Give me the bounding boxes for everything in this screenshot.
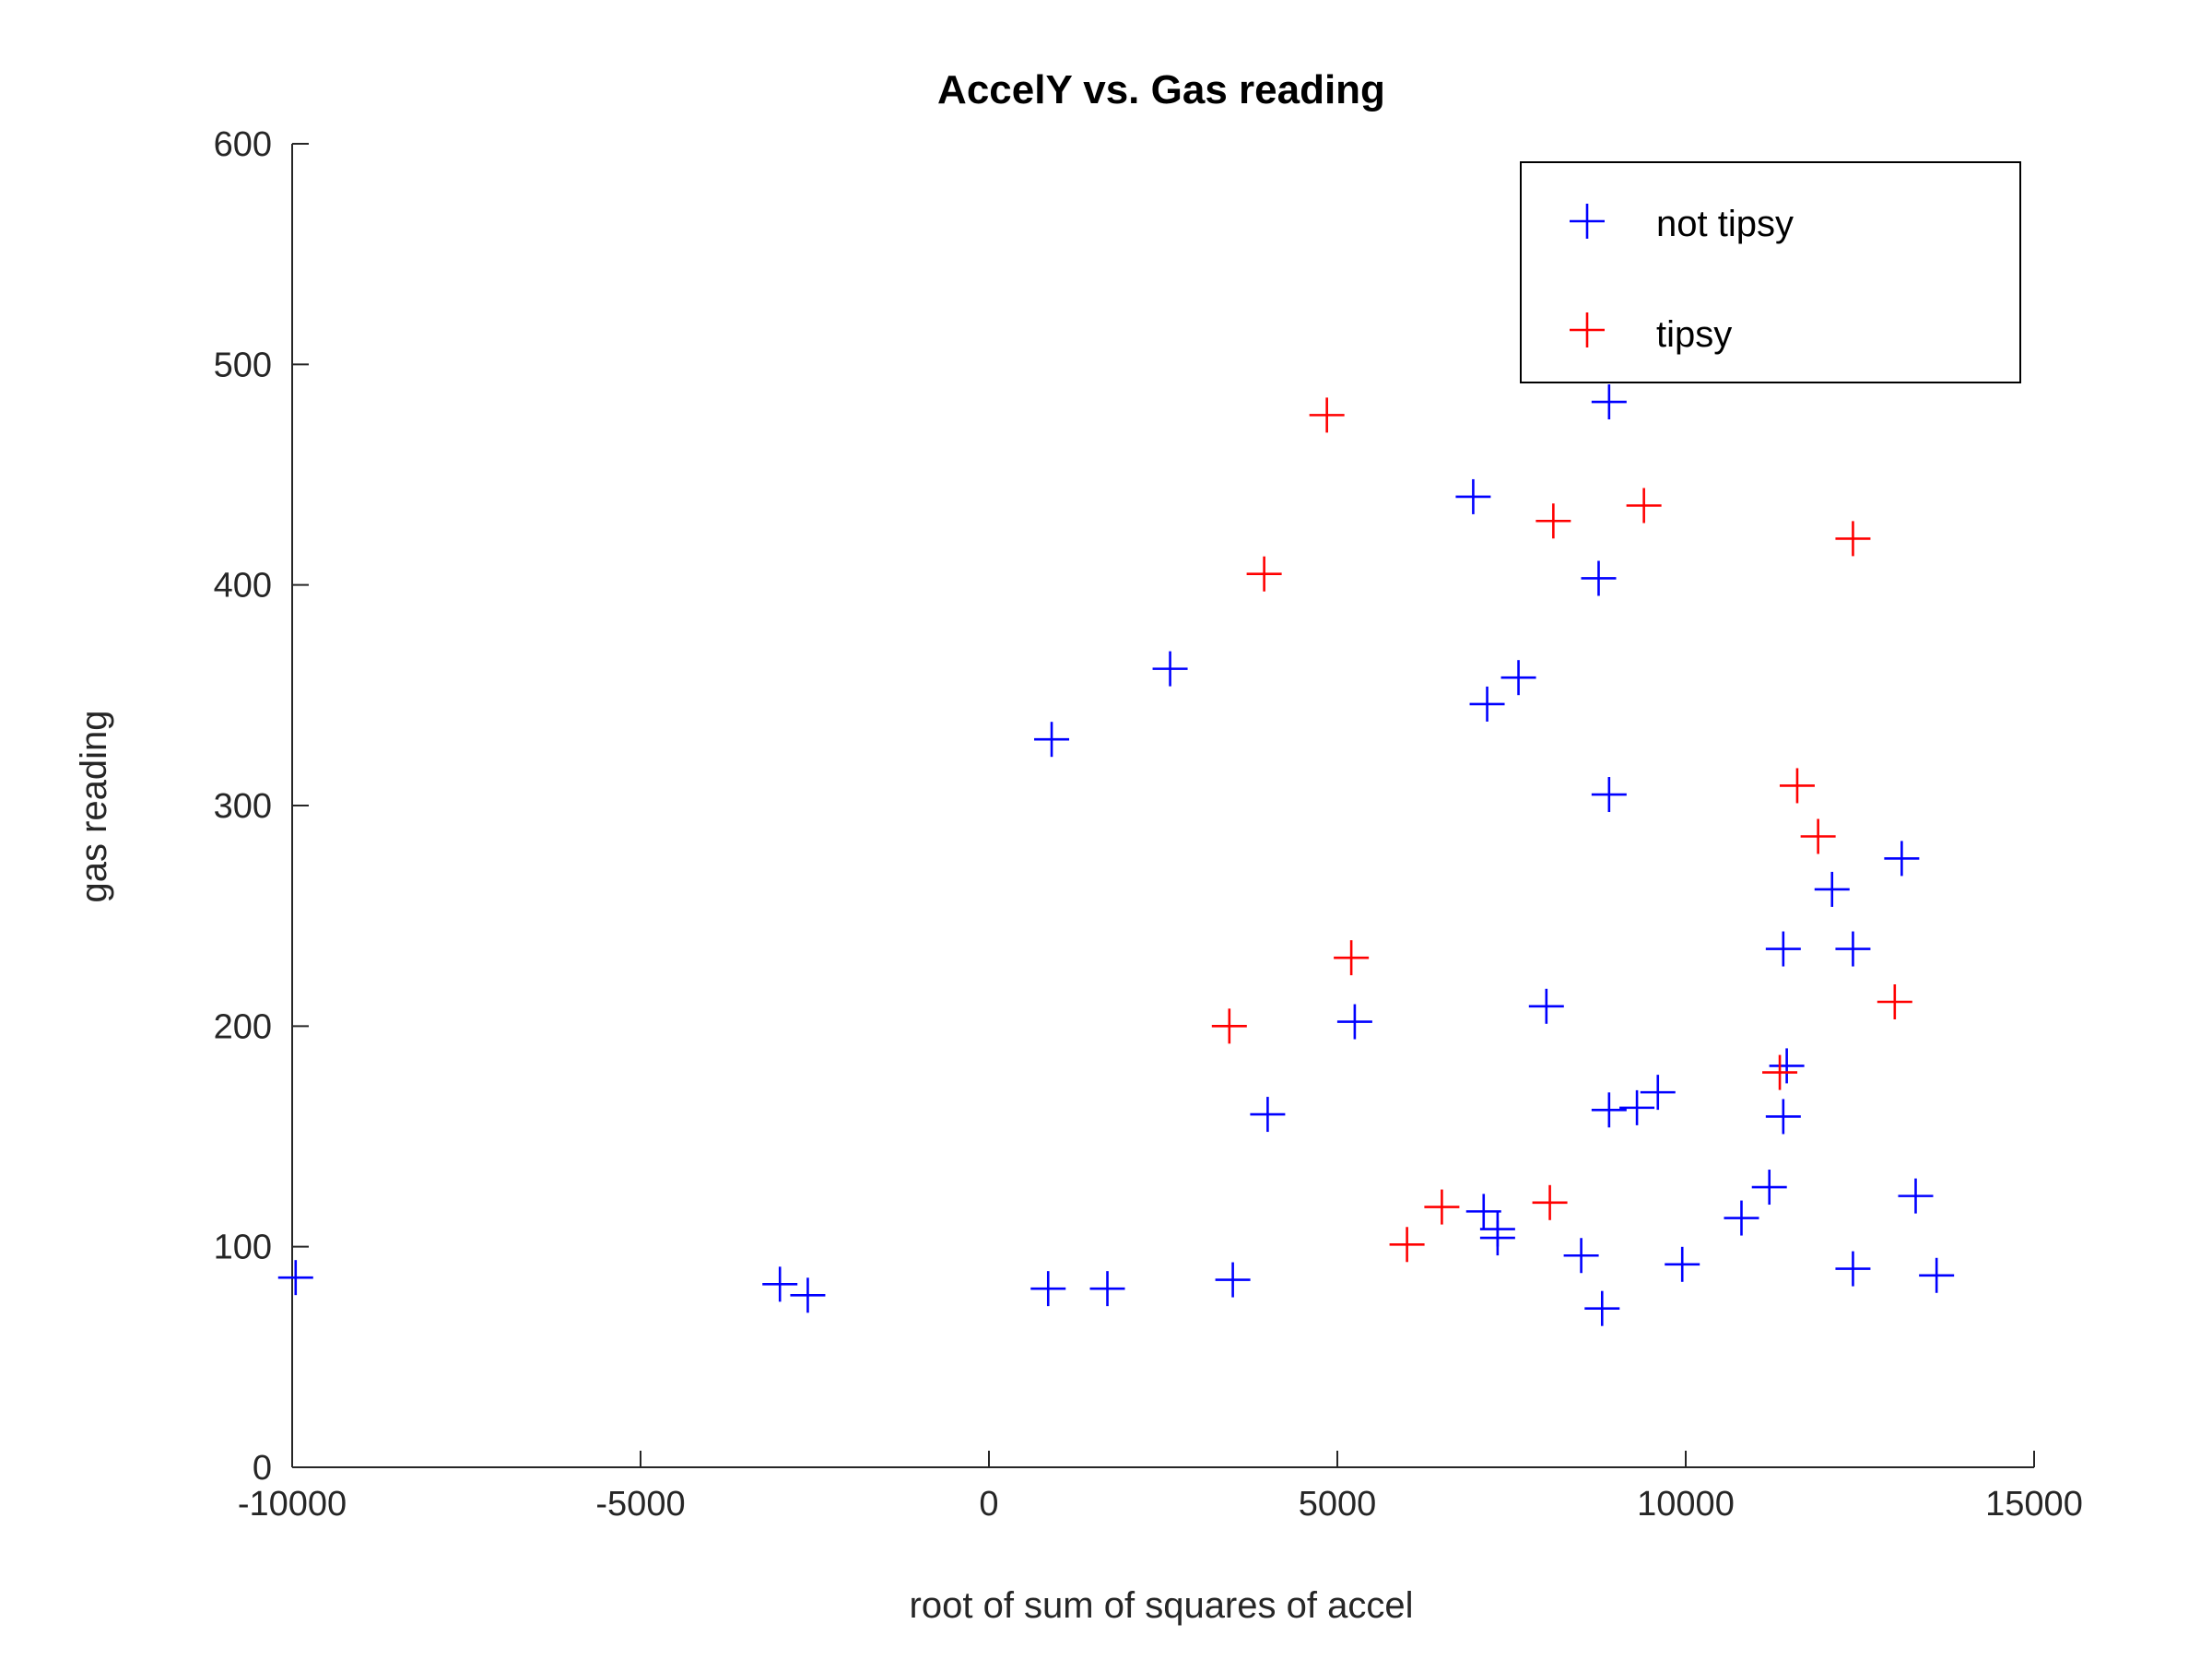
data-point-not-tipsy (1769, 1048, 1805, 1084)
data-point-not-tipsy (1835, 931, 1871, 967)
legend-label-not-tipsy: not tipsy (1656, 204, 1794, 244)
data-point-not-tipsy (1034, 722, 1070, 758)
legend-plus-icon (1570, 204, 1605, 239)
data-point-tipsy (1424, 1189, 1460, 1225)
x-tick-label: 15000 (1985, 1485, 2083, 1524)
data-point-tipsy (1762, 1054, 1798, 1090)
y-tick-label: 600 (214, 125, 272, 164)
y-tick-label: 200 (214, 1007, 272, 1046)
data-point-tipsy (1246, 556, 1282, 592)
y-tick-label: 100 (214, 1229, 272, 1267)
data-point-not-tipsy (1665, 1246, 1700, 1282)
data-point-tipsy (1626, 488, 1662, 524)
data-point-not-tipsy (1581, 560, 1617, 596)
data-point-tipsy (1389, 1227, 1425, 1263)
legend-label-tipsy: tipsy (1656, 314, 1732, 355)
data-point-not-tipsy (1591, 1092, 1627, 1128)
x-tick-label: 5000 (1299, 1485, 1377, 1524)
data-point-not-tipsy (1591, 384, 1627, 420)
data-point-not-tipsy (1479, 1211, 1515, 1247)
y-axis-label: gas reading (74, 710, 114, 902)
data-point-not-tipsy (1584, 1290, 1620, 1326)
data-point-not-tipsy (1336, 1004, 1372, 1040)
data-point-tipsy (1532, 1184, 1568, 1220)
data-point-not-tipsy (1469, 686, 1505, 722)
data-point-not-tipsy (1640, 1075, 1676, 1111)
legend: not tipsy tipsy (1520, 161, 2021, 383)
data-point-not-tipsy (790, 1277, 826, 1313)
data-point-not-tipsy (1619, 1089, 1655, 1125)
y-tick-label: 400 (214, 567, 272, 606)
series-not-tipsy (277, 384, 1955, 1326)
x-axis: -10000 -5000 0 5000 10000 15000 (238, 1451, 2083, 1524)
data-point-not-tipsy (1751, 1170, 1787, 1206)
y-tick-label: 300 (214, 787, 272, 826)
data-point-not-tipsy (1765, 931, 1801, 967)
data-point-not-tipsy (1835, 1251, 1871, 1287)
legend-box (1520, 161, 2021, 383)
data-point-tipsy (1211, 1008, 1247, 1044)
data-point-not-tipsy (1919, 1257, 1955, 1293)
legend-marker-not-tipsy (1570, 204, 1605, 239)
data-point-not-tipsy (1500, 660, 1536, 696)
data-point-not-tipsy (1724, 1200, 1759, 1236)
x-tick-label: 0 (979, 1485, 998, 1524)
data-point-tipsy (1779, 768, 1815, 804)
data-point-not-tipsy (1465, 1194, 1501, 1230)
data-point-tipsy (1309, 397, 1345, 433)
data-point-not-tipsy (1215, 1262, 1251, 1298)
y-axis: 0 100 200 300 400 500 600 (214, 125, 309, 1488)
data-point-not-tipsy (1898, 1178, 1934, 1214)
y-tick-label: 0 (253, 1449, 272, 1488)
data-point-not-tipsy (277, 1260, 313, 1296)
chart-title: AccelY vs. Gas reading (937, 67, 1385, 112)
data-point-not-tipsy (762, 1266, 798, 1302)
x-tick-label: -10000 (238, 1485, 347, 1524)
data-point-not-tipsy (1528, 988, 1564, 1024)
data-point-not-tipsy (1152, 651, 1188, 687)
data-point-tipsy (1835, 521, 1871, 557)
data-point-tipsy (1877, 984, 1912, 1020)
x-tick-label: -5000 (595, 1485, 685, 1524)
data-point-not-tipsy (1455, 478, 1491, 514)
y-tick-label: 500 (214, 346, 272, 384)
data-point-not-tipsy (1563, 1238, 1599, 1274)
x-tick-label: 10000 (1637, 1485, 1735, 1524)
data-point-not-tipsy (1884, 841, 1920, 877)
x-axis-label: root of sum of squares of accel (910, 1585, 1414, 1626)
data-point-not-tipsy (1814, 871, 1850, 907)
data-point-not-tipsy (1030, 1271, 1066, 1307)
legend-marker-tipsy (1570, 312, 1605, 347)
data-point-tipsy (1800, 818, 1836, 854)
plot-points (277, 384, 1955, 1326)
legend-plus-icon (1570, 312, 1605, 347)
data-point-not-tipsy (1250, 1097, 1286, 1133)
series-tipsy (1211, 397, 1912, 1263)
data-point-not-tipsy (1591, 777, 1627, 813)
data-point-tipsy (1535, 503, 1571, 539)
data-point-not-tipsy (1089, 1271, 1125, 1307)
data-point-tipsy (1334, 940, 1370, 976)
data-point-not-tipsy (1765, 1099, 1801, 1135)
